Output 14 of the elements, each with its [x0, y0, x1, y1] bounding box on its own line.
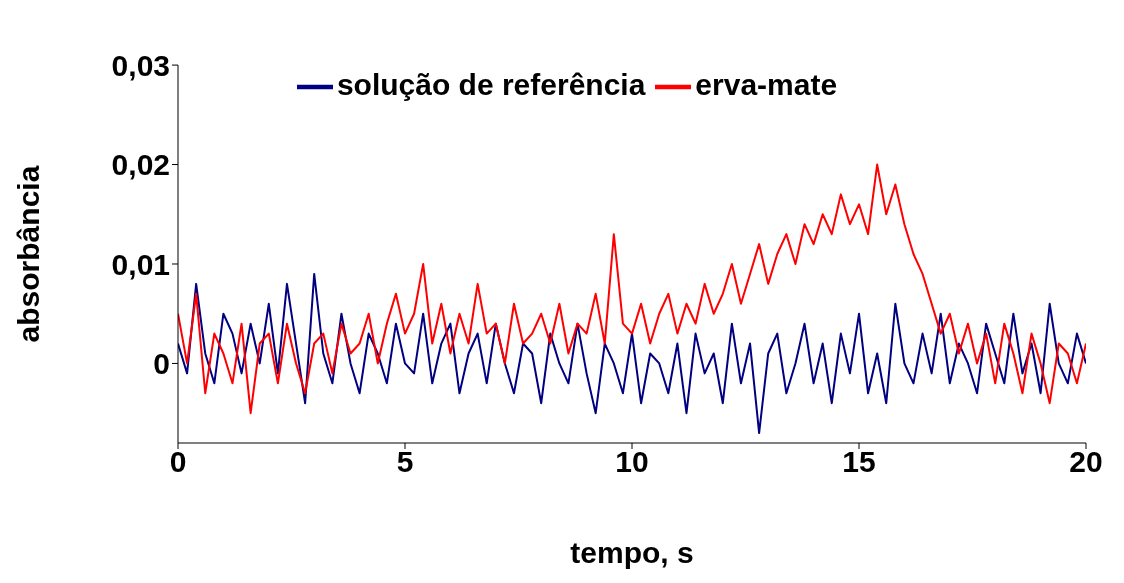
line-series — [178, 163, 1086, 415]
x-axis-title: tempo, s — [570, 536, 694, 569]
line-series — [178, 272, 1086, 435]
legend-label: erva-mate — [695, 68, 838, 101]
y-tick-label: 0 — [153, 347, 170, 381]
x-tick-label: 5 — [396, 445, 414, 479]
y-tick-label: 0,01 — [111, 247, 170, 281]
y-tick-label: 0,03 — [111, 48, 170, 82]
legend-label: solução de referência — [336, 68, 646, 101]
x-tick-label: 10 — [615, 445, 649, 479]
x-tick-label: 15 — [842, 445, 876, 479]
y-axis-title: absorbância — [11, 165, 45, 343]
y-tick-label: 0,02 — [111, 148, 170, 182]
x-tick-label: 20 — [1069, 445, 1103, 479]
